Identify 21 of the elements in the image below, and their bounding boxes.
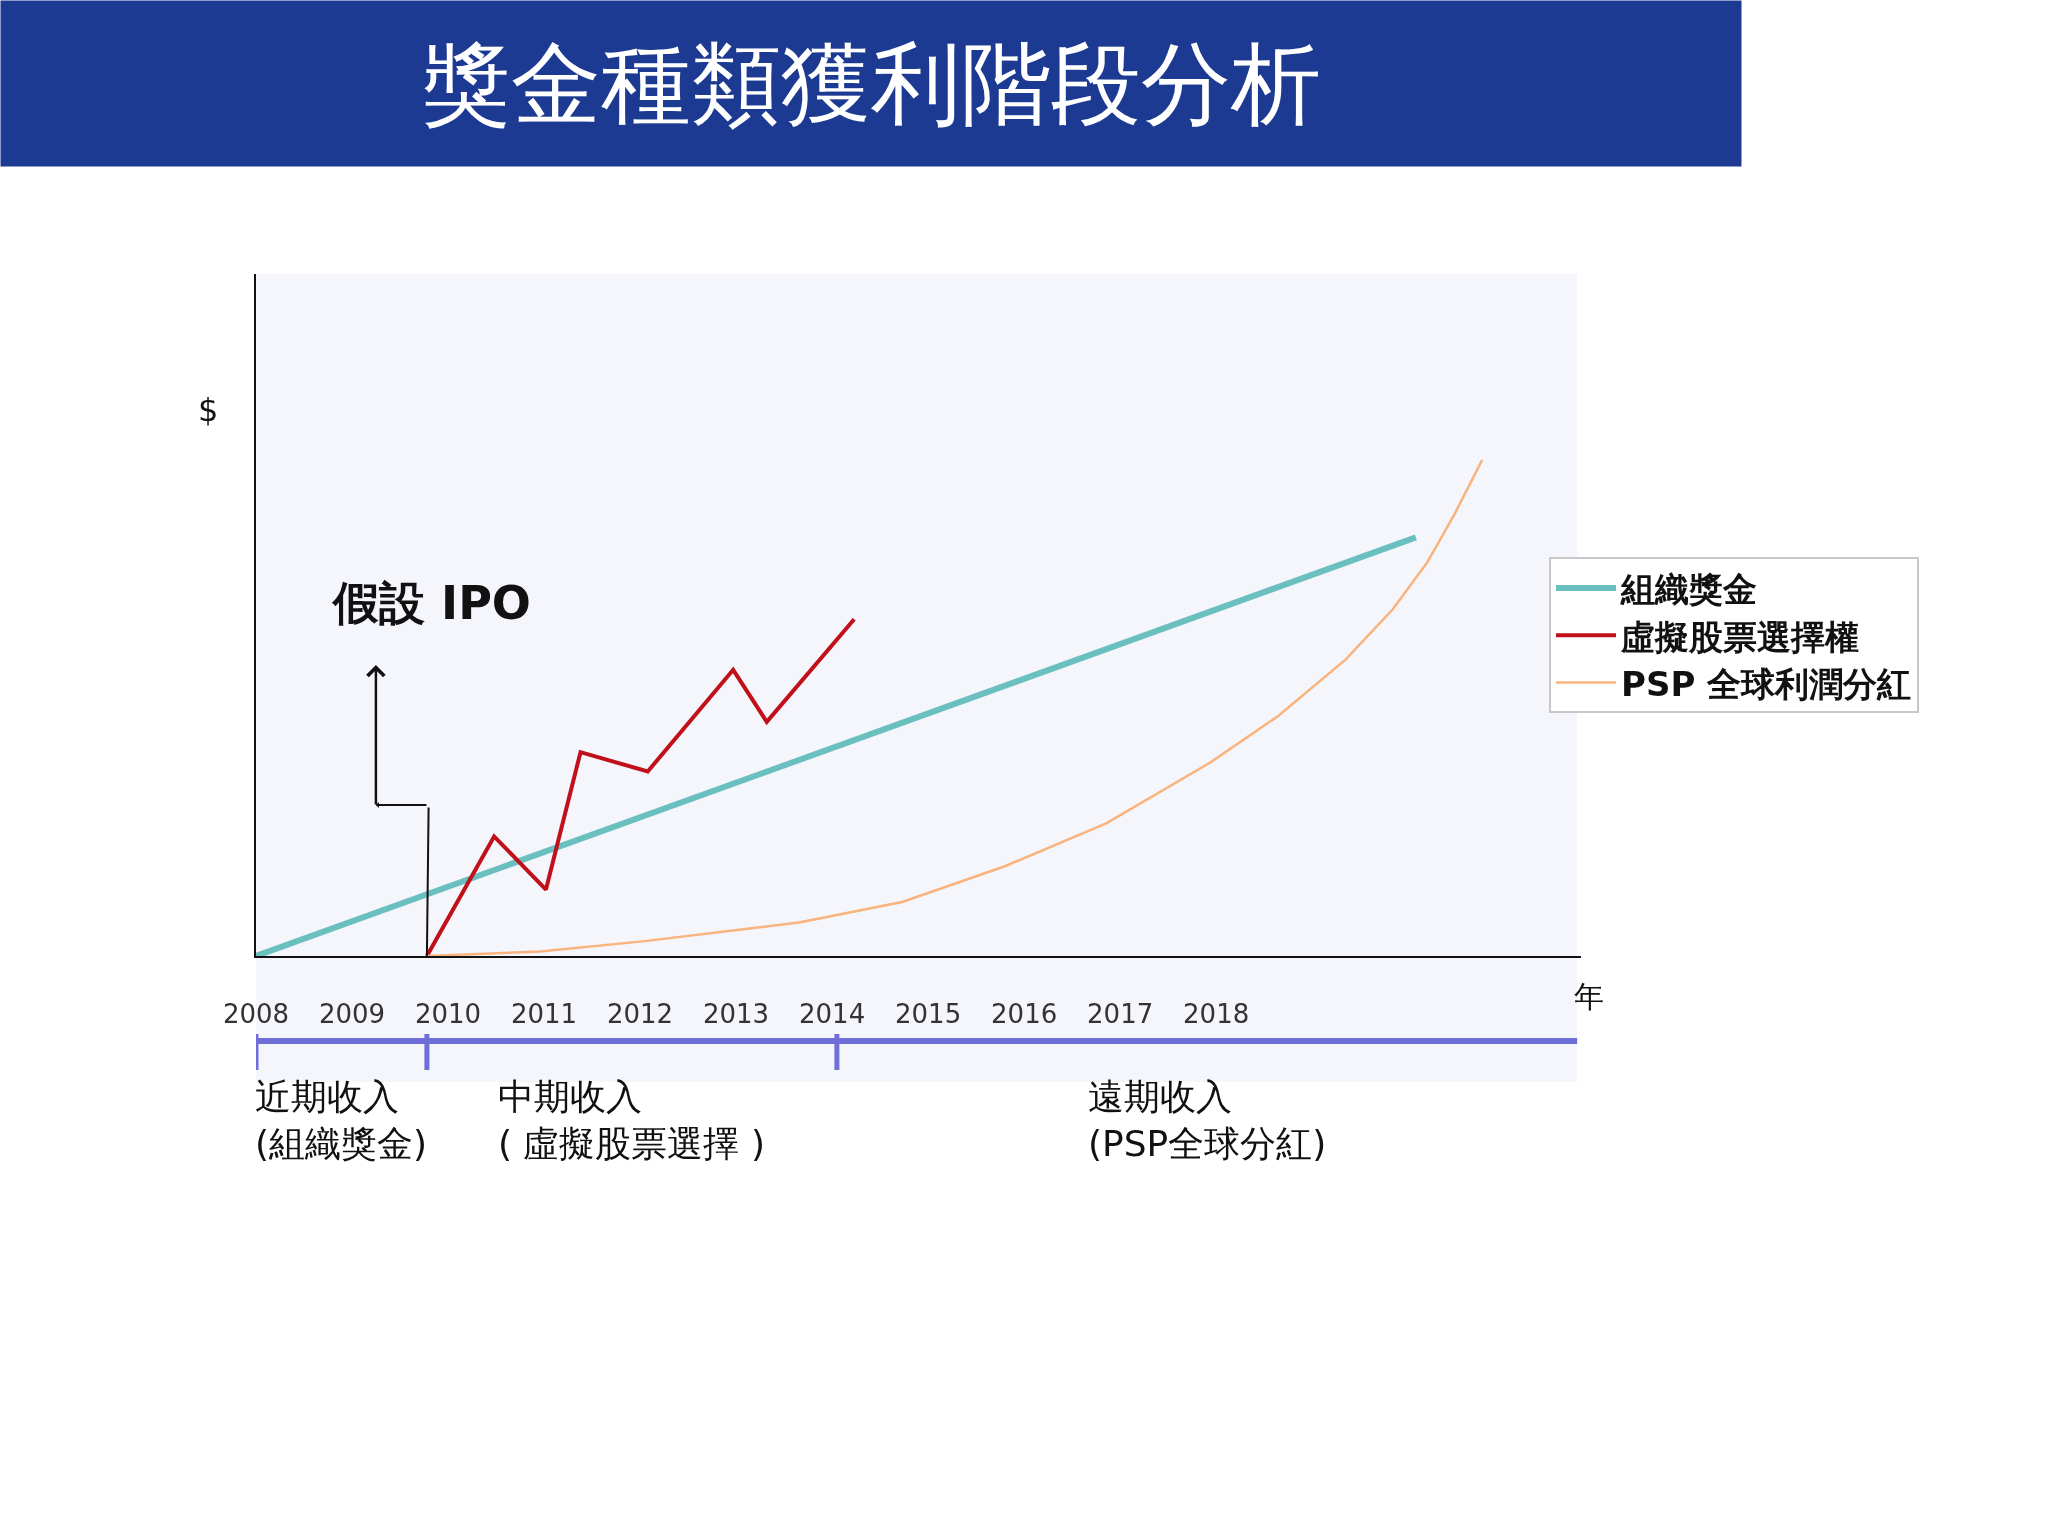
x-axis-title: 年	[1574, 979, 1604, 1014]
x-tick-label: 2014	[799, 999, 866, 1030]
legend-label: 虛擬股票選擇權	[1620, 616, 1859, 657]
y-axis-title: $	[198, 391, 219, 429]
chart-title: 獎金種類獲利階段分析	[421, 31, 1321, 136]
annotation: 假設 IPO	[331, 576, 531, 630]
x-tick-label: 2012	[606, 999, 674, 1030]
x-tick-label: 2015	[895, 999, 962, 1030]
x-tick-label: 2010	[414, 999, 482, 1030]
band-label: 中期收入 ( 虛擬股票選擇 )	[498, 1076, 765, 1164]
x-tick-label: 2013	[702, 999, 770, 1030]
band-label: 遠期收入 (PSP全球分紅)	[1088, 1076, 1327, 1164]
x-tick-label: 2017	[1087, 999, 1154, 1030]
x-tick-label: 2018	[1183, 999, 1250, 1030]
band-label: 近期收入 (組織獎金)	[255, 1076, 428, 1164]
x-tick-label: 2016	[991, 999, 1058, 1030]
x-tick-label: 2009	[318, 999, 386, 1030]
legend-label: 組織獎金	[1620, 569, 1757, 610]
x-tick-label: 2011	[510, 999, 578, 1030]
x-tick-label: 2008	[222, 999, 290, 1030]
legend-label: PSP 全球利潤分紅	[1621, 663, 1912, 704]
